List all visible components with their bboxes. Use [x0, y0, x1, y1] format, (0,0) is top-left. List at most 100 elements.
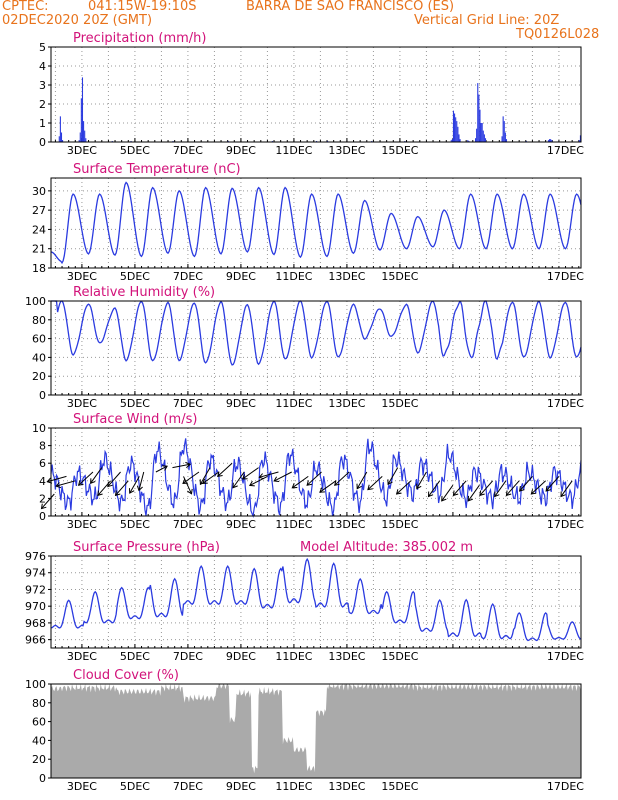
- x-tick-label: 11DEC: [275, 518, 312, 531]
- precip-bar: [458, 134, 460, 142]
- panel-title: Precipitation (mm/h): [73, 31, 206, 46]
- x-tick-label: 7DEC: [173, 518, 203, 531]
- x-tick-label: 17DEC: [547, 270, 584, 283]
- panel-frame: [50, 683, 582, 779]
- y-tick-label: 60: [32, 333, 46, 346]
- x-tick-label: 13DEC: [328, 144, 365, 157]
- header-model: TQ0126L028: [516, 27, 600, 42]
- panel-frame: [50, 177, 582, 269]
- wind-vector-head: [162, 465, 168, 471]
- panel-3: 0 2 4 6 8 10 3DEC 5DEC 7DEC 9DEC 11DEC 13DEC 15DEC 17…: [32, 412, 584, 531]
- y-tick-label: 27: [32, 204, 46, 217]
- wind-vector: [306, 471, 322, 486]
- y-tick-label: 24: [32, 223, 46, 236]
- wind-vector: [319, 480, 337, 493]
- y-tick-label: 30: [32, 185, 46, 198]
- x-tick-label: 5DEC: [120, 270, 150, 283]
- wind-vector-head: [452, 490, 459, 497]
- wind-vector-head: [97, 490, 103, 497]
- precip-bar: [80, 98, 82, 142]
- precip-bar: [482, 130, 484, 142]
- y-tick-label: 4: [39, 475, 46, 488]
- precip-bar: [84, 130, 86, 142]
- precip-bar: [481, 123, 483, 142]
- wind-vector-head: [258, 473, 265, 480]
- wind-vector: [416, 471, 427, 489]
- wind-vector-head: [319, 487, 325, 493]
- y-tick-label: 100: [25, 678, 46, 691]
- wind-vector-head: [187, 488, 193, 495]
- wind-vector: [115, 480, 129, 496]
- wind-vector-head: [46, 477, 53, 484]
- x-tick-label: 17DEC: [547, 518, 584, 531]
- x-tick-label: 3DEC: [67, 518, 97, 531]
- precip-bar: [502, 116, 504, 142]
- wind-vector: [232, 471, 245, 489]
- precip-bar: [479, 109, 481, 142]
- wind-vector: [441, 484, 454, 502]
- y-tick-label: 2: [39, 98, 46, 111]
- panel-frame: [50, 427, 582, 517]
- precip-bar: [457, 126, 459, 142]
- wind-vector: [356, 471, 368, 489]
- panel-title: Surface Pressure (hPa): [73, 540, 220, 555]
- x-tick-label: 3DEC: [67, 650, 97, 663]
- panel-4: 966 968 970 972 974 976 3DEC 5DEC 7DEC 9DEC 11DEC 1…: [25, 540, 584, 663]
- wind-vector-head: [545, 486, 552, 492]
- x-tick-label: 9DEC: [226, 270, 256, 283]
- wind-vector: [172, 463, 191, 469]
- panel-1: 18 21 24 27 30 3DEC 5DEC 7DEC 9DEC 11DEC 13DEC 15DE…: [32, 162, 584, 283]
- wind-vector-head: [182, 478, 189, 484]
- temperature-line: [50, 181, 582, 265]
- precip-bar: [78, 140, 80, 142]
- wind-vector: [334, 471, 350, 486]
- x-tick-label: 5DEC: [120, 650, 150, 663]
- x-tick-label: 17DEC: [547, 144, 584, 157]
- panel-annotation: Model Altitude: 385.002 m: [300, 540, 473, 555]
- precip-bar: [548, 139, 551, 142]
- x-tick-label: 9DEC: [226, 397, 256, 410]
- precip-bar: [578, 140, 580, 142]
- precip-bar: [503, 121, 505, 142]
- wind-vector-head: [494, 491, 500, 498]
- precip-bar: [452, 110, 455, 142]
- wind-vector: [259, 471, 279, 478]
- wind-vector: [182, 471, 200, 484]
- x-tick-label: 3DEC: [67, 397, 97, 410]
- wind-vector-head: [129, 488, 135, 494]
- y-tick-label: 80: [32, 314, 46, 327]
- wind-vector-head: [505, 490, 512, 497]
- precip-bar: [79, 132, 81, 142]
- y-tick-label: 40: [32, 351, 46, 364]
- y-tick-label: 1: [39, 117, 46, 130]
- header-datetime: 02DEC2020 20Z (GMT): [2, 13, 153, 28]
- y-tick-label: 8: [39, 440, 46, 453]
- panel-2: 0 20 40 60 80 100 3DEC 5DEC 7DEC 9DEC 11DEC 13DEC 15…: [25, 285, 584, 410]
- panel-title: Surface Temperature (nC): [73, 162, 241, 177]
- y-tick-label: 18: [32, 262, 46, 275]
- panel-frame: [50, 300, 582, 396]
- precip-bar: [81, 77, 84, 142]
- wind-vector-head: [90, 478, 96, 485]
- precip-bar: [475, 138, 477, 142]
- wind-speed-line: [50, 438, 582, 519]
- wind-vector-head: [232, 482, 238, 489]
- precip-bar: [459, 139, 461, 142]
- precip-bar: [480, 123, 482, 142]
- x-tick-label: 5DEC: [120, 397, 150, 410]
- wind-vector: [545, 476, 560, 492]
- precip-bar: [550, 139, 552, 142]
- wind-vector-head: [530, 489, 537, 495]
- x-tick-label: 9DEC: [226, 144, 256, 157]
- wind-vector: [90, 467, 103, 484]
- wind-vector: [199, 467, 211, 485]
- precip-bar: [501, 136, 503, 142]
- y-tick-label: 80: [32, 697, 46, 710]
- x-tick-label: 17DEC: [547, 780, 584, 793]
- wind-vector: [155, 465, 168, 473]
- wind-vector-head: [241, 474, 248, 480]
- x-tick-label: 15DEC: [381, 270, 418, 283]
- header-coords: 041:15W-19:10S: [88, 0, 197, 14]
- precip-bar: [551, 140, 553, 142]
- wind-vector-head: [136, 485, 143, 492]
